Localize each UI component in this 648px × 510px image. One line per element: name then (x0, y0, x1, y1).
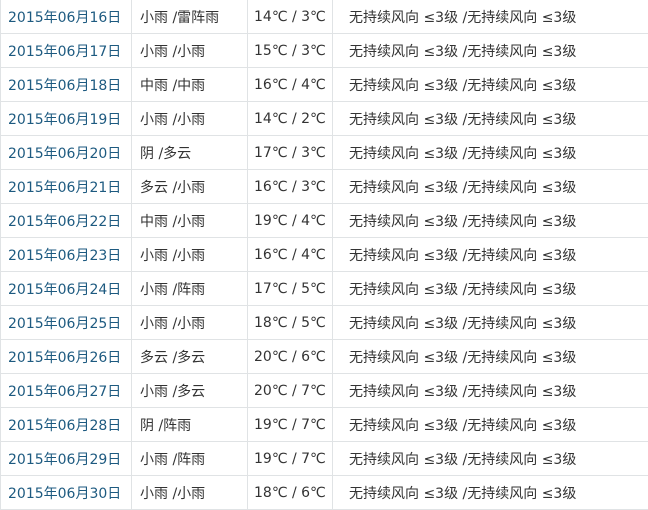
weather-cell: 中雨 /小雨 (132, 204, 248, 238)
date-cell: 2015年06月19日 (1, 102, 132, 136)
date-cell: 2015年06月29日 (1, 442, 132, 476)
date-cell: 2015年06月16日 (1, 0, 132, 34)
weather-cell: 小雨 /小雨 (132, 306, 248, 340)
temperature-cell: 19℃ / 7℃ (248, 408, 333, 442)
wind-cell: 无持续风向 ≤3级 /无持续风向 ≤3级 (333, 476, 648, 510)
wind-cell: 无持续风向 ≤3级 /无持续风向 ≤3级 (333, 68, 648, 102)
date-cell: 2015年06月24日 (1, 272, 132, 306)
temperature-cell: 14℃ / 2℃ (248, 102, 333, 136)
weather-cell: 小雨 /小雨 (132, 34, 248, 68)
table-row: 2015年06月24日 小雨 /阵雨 17℃ / 5℃ 无持续风向 ≤3级 /无… (1, 272, 648, 306)
date-link[interactable]: 2015年06月29日 (8, 452, 121, 468)
temperature-cell: 16℃ / 3℃ (248, 170, 333, 204)
temperature-cell: 19℃ / 4℃ (248, 204, 333, 238)
date-link[interactable]: 2015年06月28日 (8, 418, 121, 434)
weather-cell: 小雨 /阵雨 (132, 272, 248, 306)
date-cell: 2015年06月18日 (1, 68, 132, 102)
wind-cell: 无持续风向 ≤3级 /无持续风向 ≤3级 (333, 34, 648, 68)
temperature-cell: 16℃ / 4℃ (248, 238, 333, 272)
date-link[interactable]: 2015年06月26日 (8, 350, 121, 366)
temperature-cell: 15℃ / 3℃ (248, 34, 333, 68)
date-cell: 2015年06月22日 (1, 204, 132, 238)
temperature-cell: 20℃ / 6℃ (248, 340, 333, 374)
date-cell: 2015年06月23日 (1, 238, 132, 272)
date-cell: 2015年06月26日 (1, 340, 132, 374)
date-link[interactable]: 2015年06月17日 (8, 44, 121, 60)
weather-cell: 小雨 /小雨 (132, 238, 248, 272)
date-link[interactable]: 2015年06月19日 (8, 112, 121, 128)
table-row: 2015年06月17日 小雨 /小雨 15℃ / 3℃ 无持续风向 ≤3级 /无… (1, 34, 648, 68)
wind-cell: 无持续风向 ≤3级 /无持续风向 ≤3级 (333, 238, 648, 272)
wind-cell: 无持续风向 ≤3级 /无持续风向 ≤3级 (333, 272, 648, 306)
weather-cell: 小雨 /小雨 (132, 102, 248, 136)
weather-cell: 中雨 /中雨 (132, 68, 248, 102)
wind-cell: 无持续风向 ≤3级 /无持续风向 ≤3级 (333, 442, 648, 476)
table-row: 2015年06月20日 阴 /多云 17℃ / 3℃ 无持续风向 ≤3级 /无持… (1, 136, 648, 170)
table-row: 2015年06月26日 多云 /多云 20℃ / 6℃ 无持续风向 ≤3级 /无… (1, 340, 648, 374)
date-link[interactable]: 2015年06月18日 (8, 78, 121, 94)
wind-cell: 无持续风向 ≤3级 /无持续风向 ≤3级 (333, 102, 648, 136)
date-link[interactable]: 2015年06月21日 (8, 180, 121, 196)
date-link[interactable]: 2015年06月16日 (8, 10, 121, 26)
wind-cell: 无持续风向 ≤3级 /无持续风向 ≤3级 (333, 408, 648, 442)
weather-cell: 阴 /多云 (132, 136, 248, 170)
wind-cell: 无持续风向 ≤3级 /无持续风向 ≤3级 (333, 374, 648, 408)
date-cell: 2015年06月27日 (1, 374, 132, 408)
table-row: 2015年06月29日 小雨 /阵雨 19℃ / 7℃ 无持续风向 ≤3级 /无… (1, 442, 648, 476)
weather-cell: 小雨 /阵雨 (132, 442, 248, 476)
table-row: 2015年06月21日 多云 /小雨 16℃ / 3℃ 无持续风向 ≤3级 /无… (1, 170, 648, 204)
table-row: 2015年06月22日 中雨 /小雨 19℃ / 4℃ 无持续风向 ≤3级 /无… (1, 204, 648, 238)
date-cell: 2015年06月21日 (1, 170, 132, 204)
temperature-cell: 17℃ / 3℃ (248, 136, 333, 170)
date-cell: 2015年06月25日 (1, 306, 132, 340)
temperature-cell: 18℃ / 6℃ (248, 476, 333, 510)
date-link[interactable]: 2015年06月24日 (8, 282, 121, 298)
date-link[interactable]: 2015年06月25日 (8, 316, 121, 332)
weather-cell: 阴 /阵雨 (132, 408, 248, 442)
date-cell: 2015年06月30日 (1, 476, 132, 510)
weather-cell: 多云 /小雨 (132, 170, 248, 204)
date-link[interactable]: 2015年06月27日 (8, 384, 121, 400)
table-row: 2015年06月30日 小雨 /小雨 18℃ / 6℃ 无持续风向 ≤3级 /无… (1, 476, 648, 510)
wind-cell: 无持续风向 ≤3级 /无持续风向 ≤3级 (333, 0, 648, 34)
date-link[interactable]: 2015年06月22日 (8, 214, 121, 230)
wind-cell: 无持续风向 ≤3级 /无持续风向 ≤3级 (333, 136, 648, 170)
date-cell: 2015年06月20日 (1, 136, 132, 170)
temperature-cell: 16℃ / 4℃ (248, 68, 333, 102)
weather-cell: 小雨 /小雨 (132, 476, 248, 510)
date-cell: 2015年06月28日 (1, 408, 132, 442)
date-link[interactable]: 2015年06月23日 (8, 248, 121, 264)
temperature-cell: 17℃ / 5℃ (248, 272, 333, 306)
temperature-cell: 20℃ / 7℃ (248, 374, 333, 408)
table-row: 2015年06月16日 小雨 /雷阵雨 14℃ / 3℃ 无持续风向 ≤3级 /… (1, 0, 648, 34)
table-row: 2015年06月19日 小雨 /小雨 14℃ / 2℃ 无持续风向 ≤3级 /无… (1, 102, 648, 136)
date-link[interactable]: 2015年06月20日 (8, 146, 121, 162)
temperature-cell: 18℃ / 5℃ (248, 306, 333, 340)
weather-cell: 多云 /多云 (132, 340, 248, 374)
wind-cell: 无持续风向 ≤3级 /无持续风向 ≤3级 (333, 340, 648, 374)
weather-cell: 小雨 /雷阵雨 (132, 0, 248, 34)
table-row: 2015年06月25日 小雨 /小雨 18℃ / 5℃ 无持续风向 ≤3级 /无… (1, 306, 648, 340)
table-row: 2015年06月27日 小雨 /多云 20℃ / 7℃ 无持续风向 ≤3级 /无… (1, 374, 648, 408)
weather-cell: 小雨 /多云 (132, 374, 248, 408)
table-row: 2015年06月23日 小雨 /小雨 16℃ / 4℃ 无持续风向 ≤3级 /无… (1, 238, 648, 272)
temperature-cell: 19℃ / 7℃ (248, 442, 333, 476)
wind-cell: 无持续风向 ≤3级 /无持续风向 ≤3级 (333, 306, 648, 340)
date-cell: 2015年06月17日 (1, 34, 132, 68)
table-row: 2015年06月18日 中雨 /中雨 16℃ / 4℃ 无持续风向 ≤3级 /无… (1, 68, 648, 102)
table-row: 2015年06月28日 阴 /阵雨 19℃ / 7℃ 无持续风向 ≤3级 /无持… (1, 408, 648, 442)
wind-cell: 无持续风向 ≤3级 /无持续风向 ≤3级 (333, 204, 648, 238)
wind-cell: 无持续风向 ≤3级 /无持续风向 ≤3级 (333, 170, 648, 204)
temperature-cell: 14℃ / 3℃ (248, 0, 333, 34)
date-link[interactable]: 2015年06月30日 (8, 486, 121, 502)
